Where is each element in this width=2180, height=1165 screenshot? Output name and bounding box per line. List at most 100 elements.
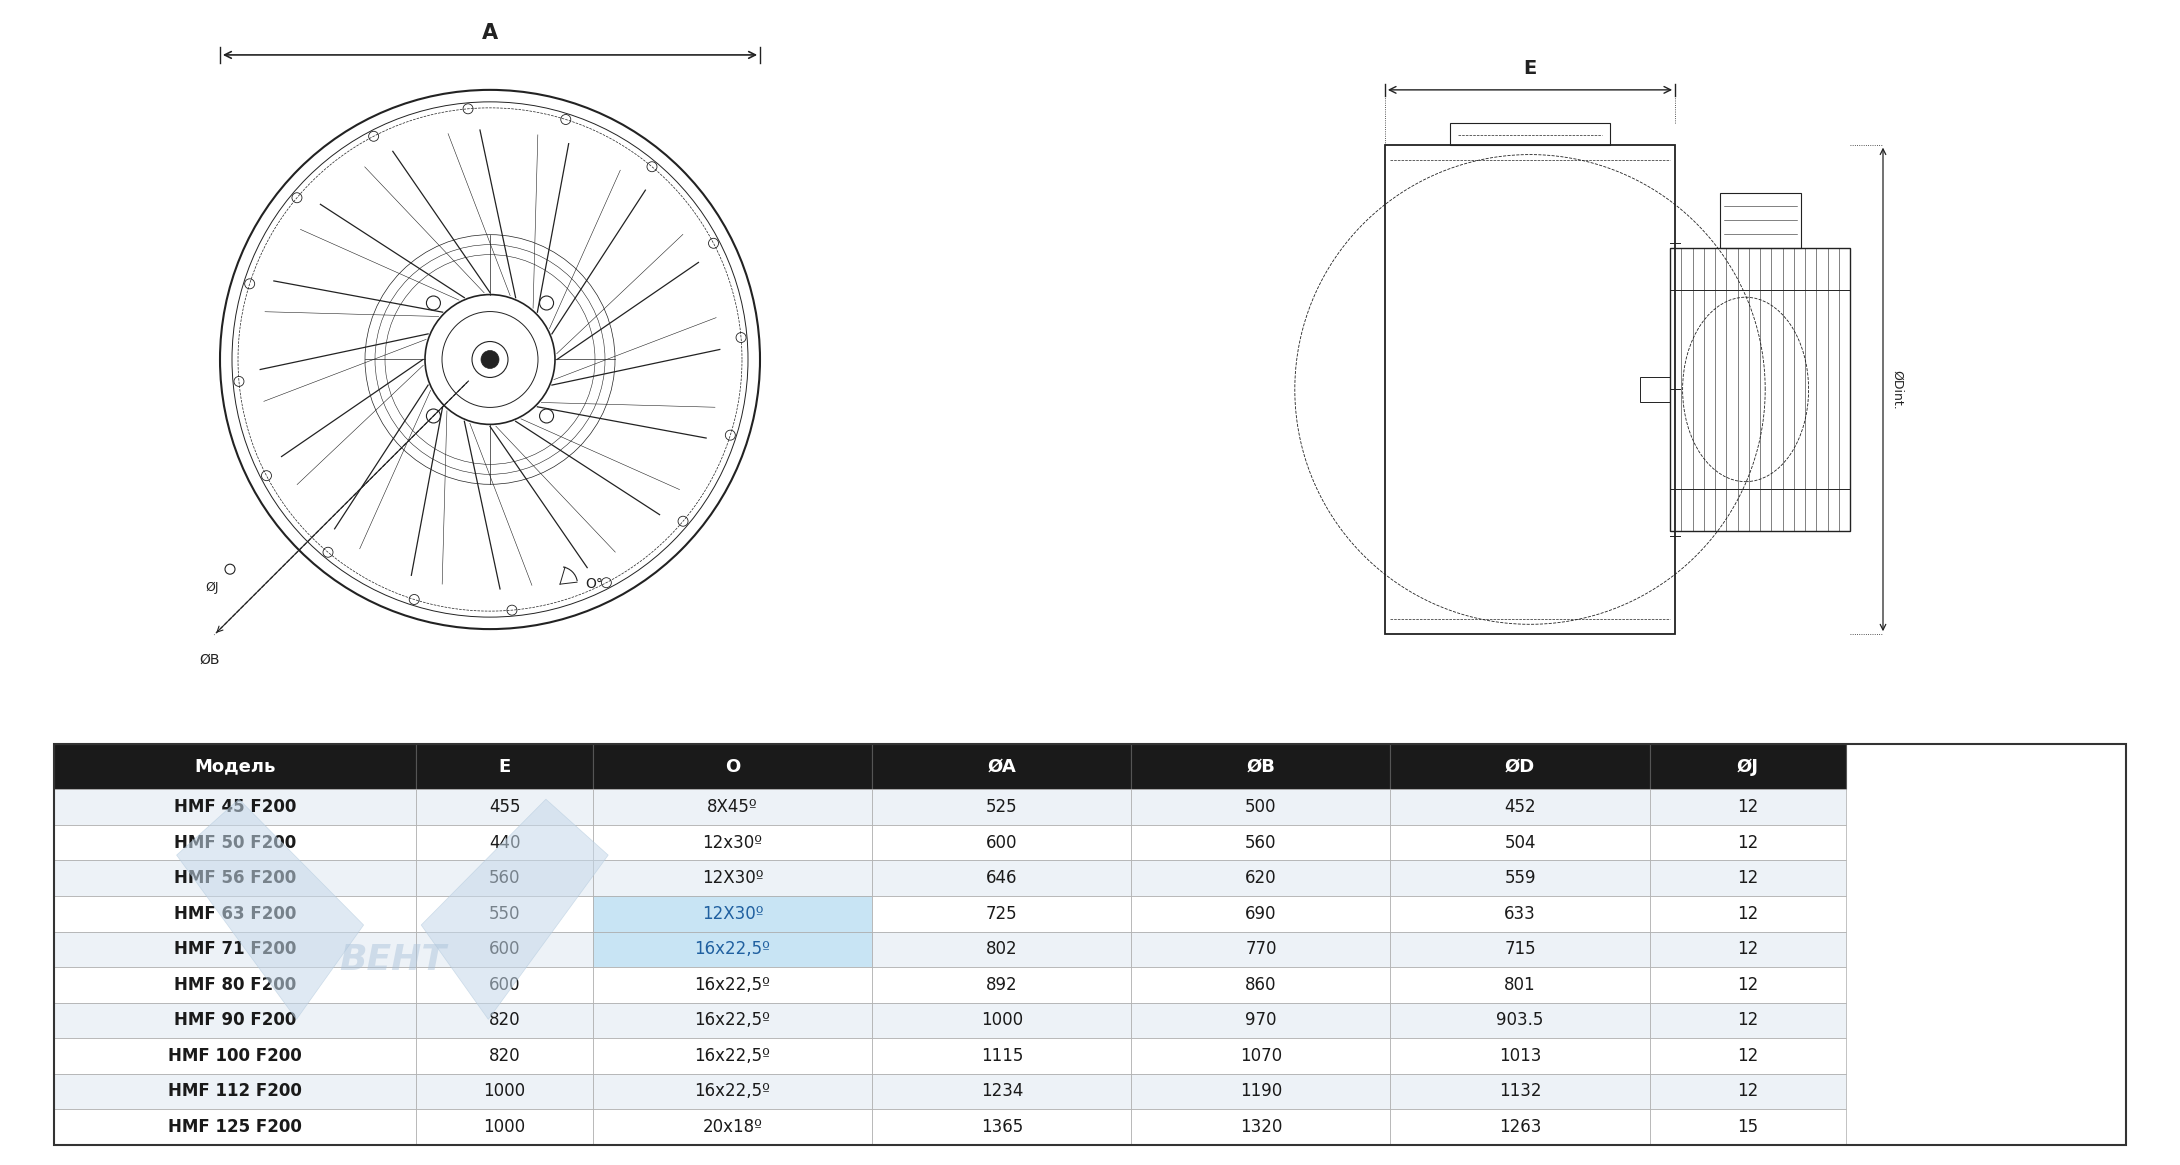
Bar bbox=[416, 896, 593, 932]
Text: 440: 440 bbox=[488, 834, 521, 852]
Text: 860: 860 bbox=[1245, 976, 1277, 994]
Text: 560: 560 bbox=[1245, 834, 1277, 852]
Text: O°: O° bbox=[584, 577, 604, 591]
Text: 1070: 1070 bbox=[1240, 1047, 1282, 1065]
Text: 600: 600 bbox=[488, 940, 521, 959]
Bar bbox=[593, 825, 872, 861]
Text: E: E bbox=[499, 757, 510, 776]
Text: 801: 801 bbox=[1504, 976, 1537, 994]
Bar bbox=[1650, 1003, 1846, 1038]
Text: 802: 802 bbox=[985, 940, 1018, 959]
Text: ØB: ØB bbox=[1247, 757, 1275, 776]
Text: HMF 90 F200: HMF 90 F200 bbox=[174, 1011, 296, 1030]
Text: ВЕНТ: ВЕНТ bbox=[338, 942, 447, 977]
Bar bbox=[1650, 1109, 1846, 1145]
Bar bbox=[1650, 744, 1846, 790]
Text: 1234: 1234 bbox=[981, 1082, 1022, 1101]
Bar bbox=[416, 1038, 593, 1074]
Bar bbox=[1650, 896, 1846, 932]
Text: 1132: 1132 bbox=[1500, 1082, 1541, 1101]
Polygon shape bbox=[177, 799, 364, 1019]
Bar bbox=[872, 932, 1131, 967]
Text: 16x22,5º: 16x22,5º bbox=[695, 1082, 770, 1101]
Circle shape bbox=[482, 351, 499, 368]
Text: O: O bbox=[726, 757, 741, 776]
Bar bbox=[1131, 1003, 1391, 1038]
Bar bbox=[54, 896, 416, 932]
Bar bbox=[1384, 144, 1674, 634]
Text: 1190: 1190 bbox=[1240, 1082, 1282, 1101]
Bar bbox=[54, 825, 416, 861]
Bar bbox=[1131, 1109, 1391, 1145]
Bar bbox=[54, 1074, 416, 1109]
Text: HMF 56 F200: HMF 56 F200 bbox=[174, 869, 296, 888]
Text: 12: 12 bbox=[1737, 1047, 1759, 1065]
Text: E: E bbox=[1524, 59, 1537, 78]
Text: 690: 690 bbox=[1245, 905, 1277, 923]
Bar bbox=[593, 896, 872, 932]
Text: HMF 112 F200: HMF 112 F200 bbox=[168, 1082, 303, 1101]
Text: 12X30º: 12X30º bbox=[702, 905, 763, 923]
Text: 504: 504 bbox=[1504, 834, 1535, 852]
Text: ØJ: ØJ bbox=[205, 581, 218, 594]
Bar bbox=[872, 825, 1131, 861]
Text: 892: 892 bbox=[985, 976, 1018, 994]
Bar bbox=[1391, 1074, 1650, 1109]
Text: 646: 646 bbox=[985, 869, 1018, 888]
Text: 12: 12 bbox=[1737, 798, 1759, 817]
Bar bbox=[593, 861, 872, 896]
Text: 12: 12 bbox=[1737, 834, 1759, 852]
Bar bbox=[1391, 896, 1650, 932]
Bar bbox=[1391, 1109, 1650, 1145]
Text: 20x18º: 20x18º bbox=[702, 1118, 763, 1136]
Bar bbox=[416, 790, 593, 825]
Bar bbox=[54, 967, 416, 1003]
Text: 820: 820 bbox=[488, 1047, 521, 1065]
Text: 16x22,5º: 16x22,5º bbox=[695, 976, 770, 994]
Bar bbox=[1131, 1074, 1391, 1109]
Bar bbox=[1720, 192, 1801, 247]
Polygon shape bbox=[421, 799, 608, 1019]
Bar bbox=[593, 744, 872, 790]
Text: HMF 63 F200: HMF 63 F200 bbox=[174, 905, 296, 923]
Bar bbox=[1131, 896, 1391, 932]
Bar bbox=[1650, 825, 1846, 861]
Text: 12: 12 bbox=[1737, 1082, 1759, 1101]
Text: A: A bbox=[482, 23, 497, 43]
Text: 12: 12 bbox=[1737, 869, 1759, 888]
Text: 455: 455 bbox=[488, 798, 521, 817]
Bar bbox=[872, 744, 1131, 790]
Text: 725: 725 bbox=[985, 905, 1018, 923]
Text: 16x22,5º: 16x22,5º bbox=[695, 1047, 770, 1065]
Text: 1000: 1000 bbox=[484, 1118, 525, 1136]
Text: 633: 633 bbox=[1504, 905, 1537, 923]
Text: 1115: 1115 bbox=[981, 1047, 1022, 1065]
Text: 12: 12 bbox=[1737, 940, 1759, 959]
Bar bbox=[416, 1109, 593, 1145]
Text: ØJ: ØJ bbox=[1737, 757, 1759, 776]
Text: HMF 71 F200: HMF 71 F200 bbox=[174, 940, 296, 959]
Bar bbox=[1391, 1003, 1650, 1038]
Text: 770: 770 bbox=[1245, 940, 1277, 959]
Bar bbox=[593, 1003, 872, 1038]
Bar bbox=[872, 861, 1131, 896]
Bar bbox=[1131, 790, 1391, 825]
Bar bbox=[54, 932, 416, 967]
Text: 1365: 1365 bbox=[981, 1118, 1022, 1136]
Text: 620: 620 bbox=[1245, 869, 1277, 888]
Text: 970: 970 bbox=[1245, 1011, 1277, 1030]
Bar bbox=[593, 1038, 872, 1074]
Bar bbox=[1131, 861, 1391, 896]
Bar bbox=[416, 861, 593, 896]
Bar bbox=[872, 1003, 1131, 1038]
Bar bbox=[416, 744, 593, 790]
Text: 1000: 1000 bbox=[484, 1082, 525, 1101]
Bar bbox=[593, 967, 872, 1003]
Bar bbox=[54, 744, 416, 790]
Bar bbox=[54, 790, 416, 825]
Text: 600: 600 bbox=[985, 834, 1018, 852]
Text: 12: 12 bbox=[1737, 976, 1759, 994]
Text: 1263: 1263 bbox=[1500, 1118, 1541, 1136]
Bar bbox=[54, 1038, 416, 1074]
Bar bbox=[1639, 377, 1670, 402]
